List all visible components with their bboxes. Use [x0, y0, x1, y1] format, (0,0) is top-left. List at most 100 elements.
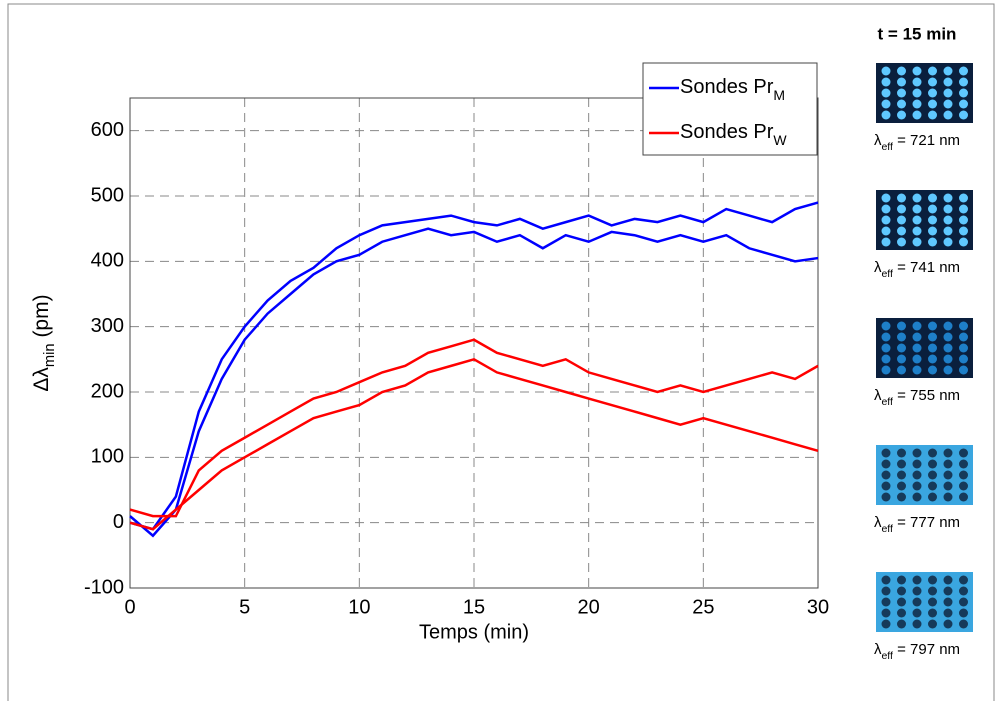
thumbnail-spot: [959, 77, 968, 87]
thumbnail-spot: [881, 66, 891, 76]
thumbnail-spot: [943, 586, 953, 596]
thumbnail-spot: [897, 492, 906, 502]
thumbnail-spot: [881, 448, 891, 458]
thumbnail-spot: [943, 204, 953, 214]
thumbnail-spot: [881, 99, 891, 109]
thumbnail-spot: [928, 88, 937, 98]
thumbnail-spot: [912, 332, 922, 342]
thumbnail-spot: [943, 481, 953, 491]
thumbnail-spot: [897, 586, 906, 596]
x-tick-label: 10: [348, 596, 370, 618]
thumbnail-spot: [912, 470, 922, 480]
thumbnail-spot: [881, 343, 891, 353]
thumbnail-spot: [897, 215, 906, 225]
thumbnail-spot: [928, 608, 937, 618]
thumbnail-spot: [912, 215, 922, 225]
x-tick-label: 5: [239, 596, 250, 618]
thumbnail-spot: [912, 66, 922, 76]
thumbnail-bg: [876, 445, 973, 505]
thumbnail-spot: [897, 99, 906, 109]
thumbnail-spot: [943, 365, 953, 375]
thumbnail-spot: [943, 470, 953, 480]
label-part: = 777 nm: [893, 514, 960, 531]
thumbnail-spot: [928, 215, 937, 225]
thumbnail-spot: [881, 354, 891, 364]
thumbnail-spot: [959, 226, 968, 236]
thumbnail-spot: [881, 597, 891, 607]
thumbnail-spot: [943, 110, 953, 120]
thumbnail-spot: [897, 459, 906, 469]
thumbnail-spot: [959, 492, 968, 502]
thumbnail-spot: [943, 237, 953, 247]
thumbnail-spot: [881, 365, 891, 375]
thumbnail-spot: [943, 66, 953, 76]
thumbnail-spot: [959, 99, 968, 109]
y-tick-label: 100: [91, 446, 124, 468]
thumbnail-spot: [928, 226, 937, 236]
thumbnail: [876, 63, 973, 123]
thumbnail-spot: [959, 619, 968, 629]
thumbnail-spot: [928, 354, 937, 364]
thumbnail-spot: [959, 88, 968, 98]
thumbnail-spot: [897, 66, 906, 76]
subscript: M: [773, 87, 785, 103]
thumbnail-spot: [959, 481, 968, 491]
thumbnail-spot: [912, 597, 922, 607]
thumbnail-spot: [959, 193, 968, 203]
thumbnail-spot: [928, 193, 937, 203]
thumbnail-spot: [881, 470, 891, 480]
thumbnail-spot: [943, 575, 953, 585]
thumbnail-spot: [943, 321, 953, 331]
thumbnail-spot: [912, 619, 922, 629]
thumbnail-spot: [943, 608, 953, 618]
subscript: eff: [881, 523, 893, 535]
thumbnail-spot: [881, 321, 891, 331]
thumbnail: [876, 190, 973, 250]
thumbnail-spot: [959, 237, 968, 247]
thumbnail-spot: [881, 237, 891, 247]
thumbnail-spot: [928, 470, 937, 480]
subscript: min: [42, 343, 58, 367]
thumbnail-spot: [959, 343, 968, 353]
thumbnail-spot: [897, 110, 906, 120]
thumbnail-spot: [881, 193, 891, 203]
data-line: [129, 357, 819, 531]
thumbnail-spot: [943, 354, 953, 364]
thumbnail-spot: [897, 343, 906, 353]
thumbnail-spot: [912, 492, 922, 502]
x-axis-label: Temps (min): [419, 621, 529, 643]
thumbnail-spot: [912, 110, 922, 120]
thumbnail-spot: [881, 215, 891, 225]
thumbnail-spot: [959, 110, 968, 120]
thumbnail-spot: [928, 321, 937, 331]
x-tick-label: 20: [578, 596, 600, 618]
thumbnail-spot: [928, 481, 937, 491]
x-tick-label: 0: [124, 596, 135, 618]
label-part: Δλ: [30, 367, 53, 392]
thumbnail-spot: [959, 470, 968, 480]
label-part: λ: [874, 387, 882, 404]
thumbnail-spot: [928, 110, 937, 120]
label-part: λ: [874, 514, 882, 531]
thumbnail-spot: [881, 619, 891, 629]
y-tick-label: 400: [91, 250, 124, 272]
y-axis-label: Δλmin (pm): [30, 294, 58, 391]
thumbnail-spot: [959, 332, 968, 342]
y-tick-label: 0: [113, 511, 124, 533]
subscript: eff: [881, 396, 893, 408]
thumbnail-spot: [928, 99, 937, 109]
thumbnail-spot: [912, 77, 922, 87]
thumbnail-spot: [959, 608, 968, 618]
thumbnail-bg: [876, 190, 973, 250]
label-part: = 741 nm: [893, 259, 960, 276]
thumbnail-spot: [959, 354, 968, 364]
thumbnail-spot: [881, 110, 891, 120]
thumbnail-spot: [959, 204, 968, 214]
plot-border: [129, 97, 819, 589]
thumbnail-spot: [881, 459, 891, 469]
thumbnail-bg: [876, 318, 973, 378]
y-tick-label: 600: [91, 119, 124, 141]
thumbnail-spot: [943, 459, 953, 469]
x-tick-label: 30: [807, 596, 829, 618]
label-part: = 797 nm: [893, 641, 960, 658]
